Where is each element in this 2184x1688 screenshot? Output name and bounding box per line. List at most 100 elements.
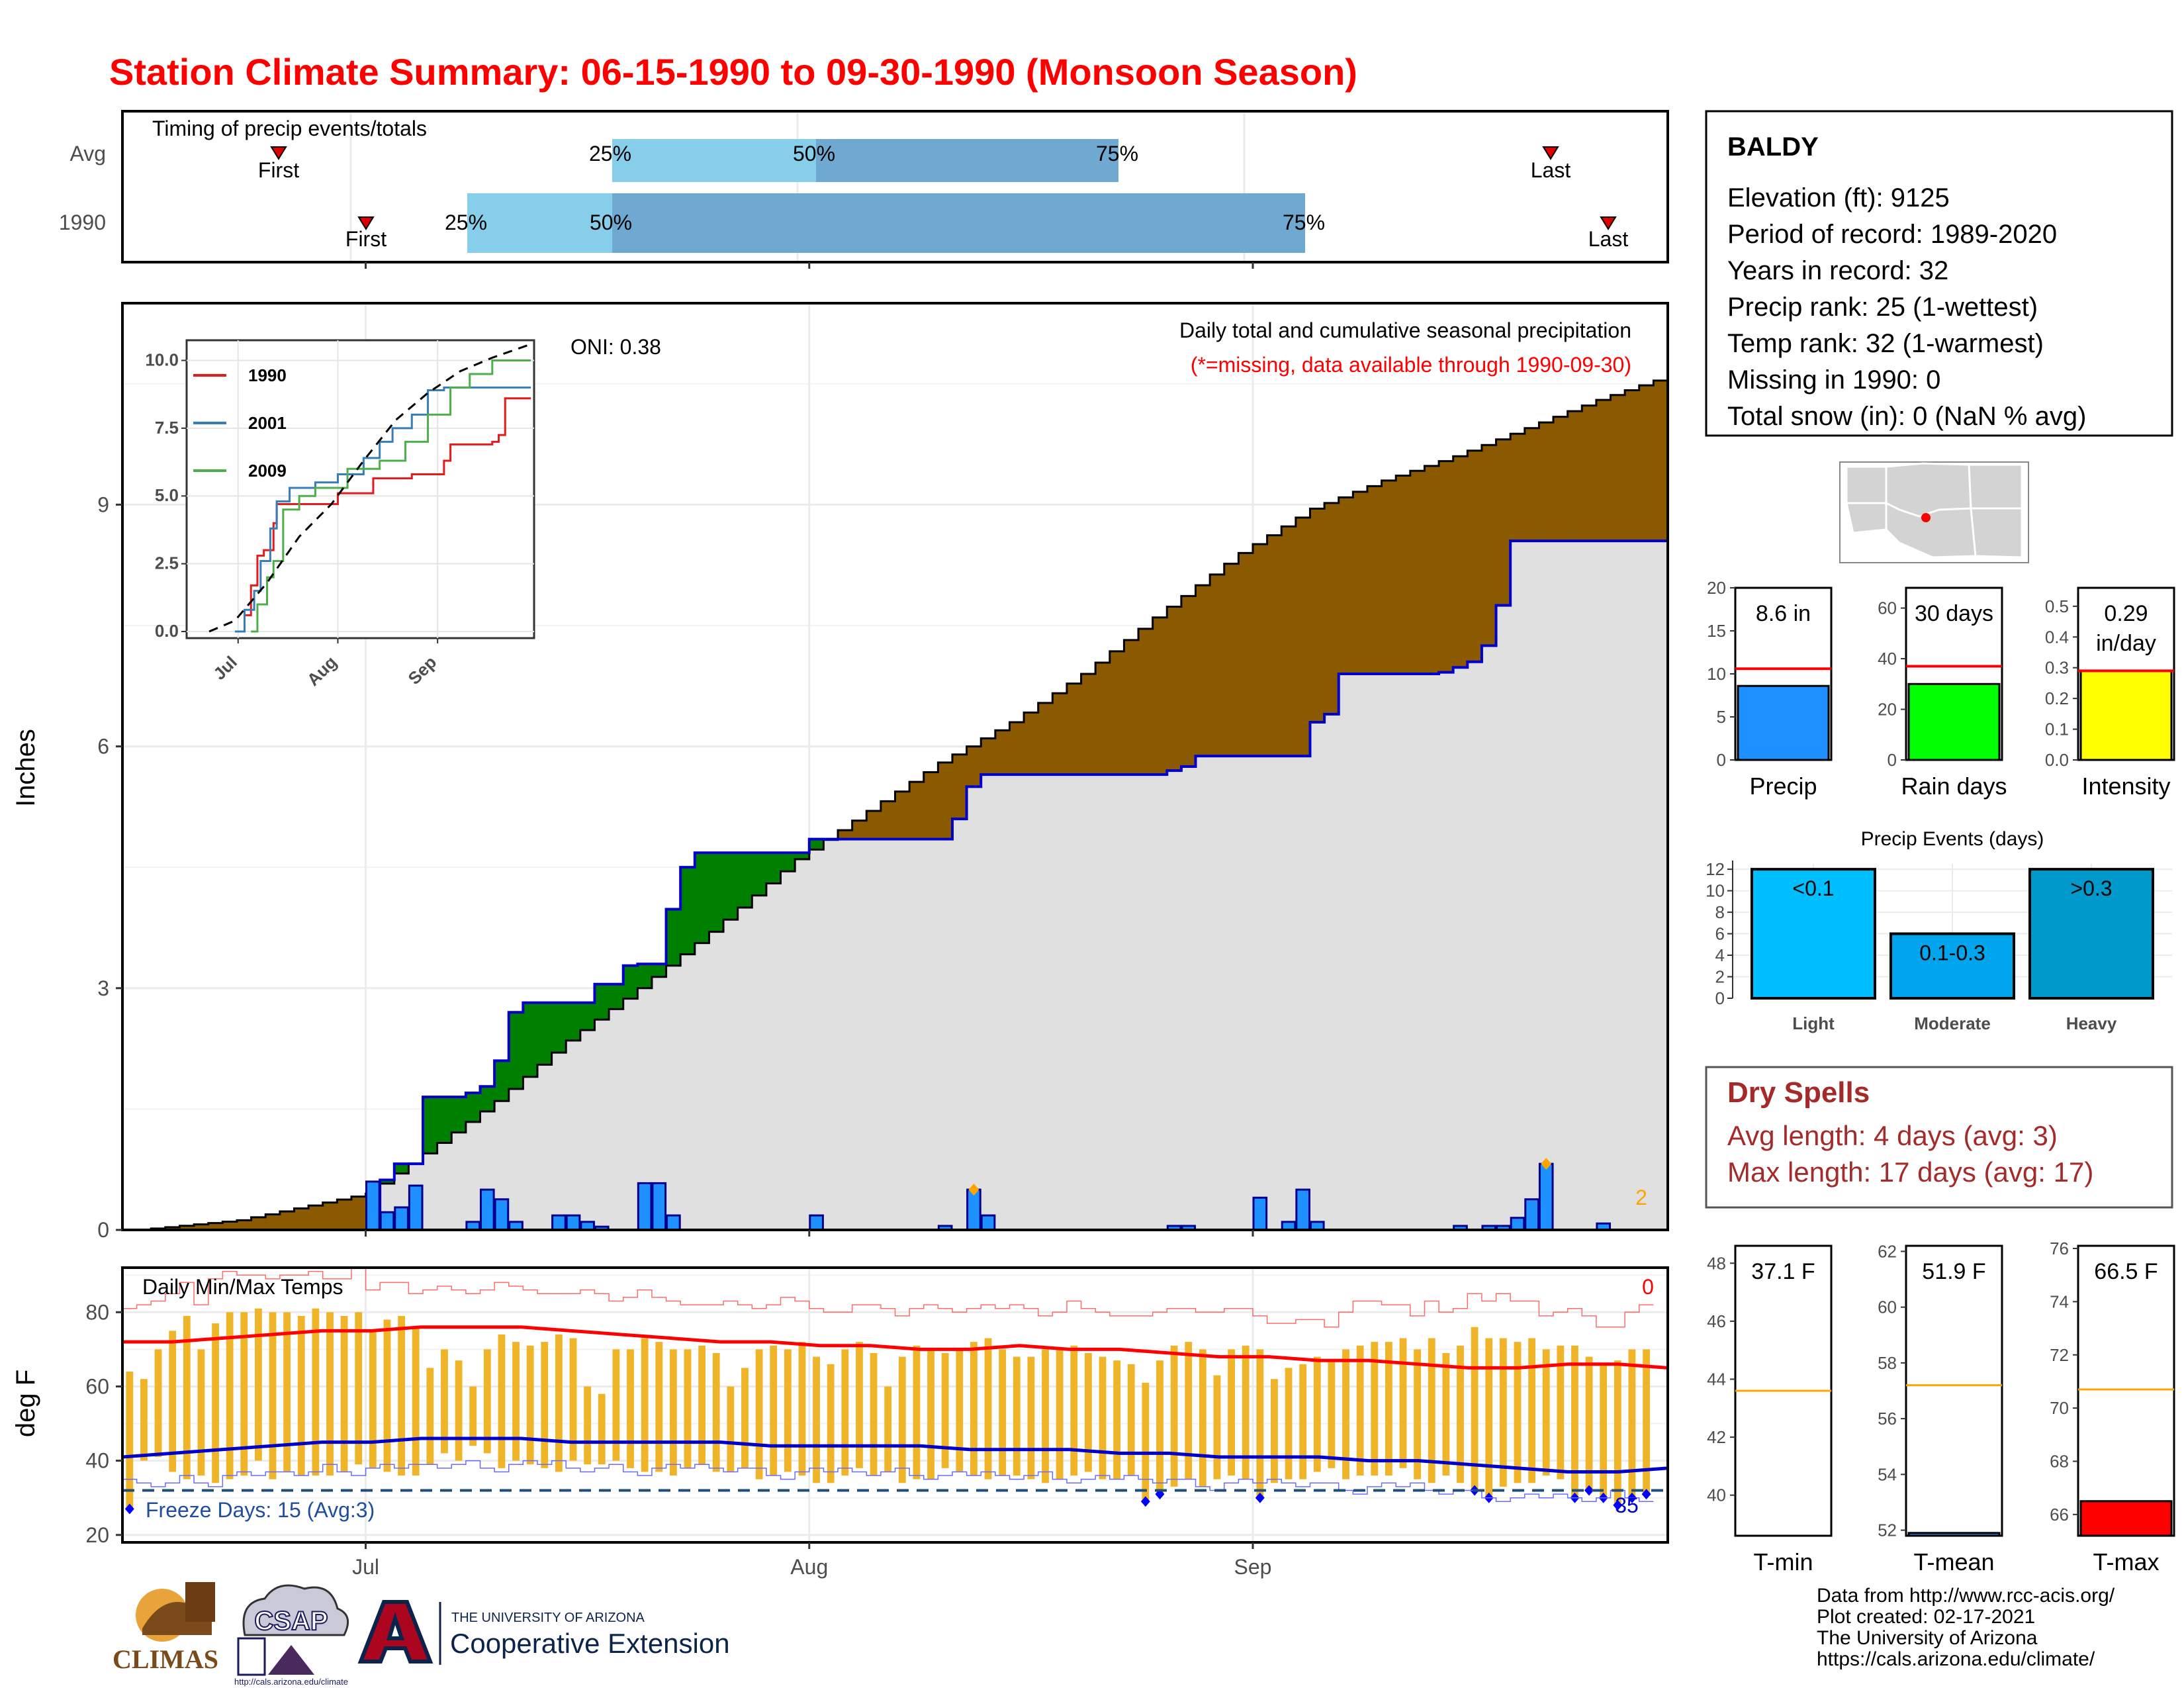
summary-intensity-ytick-label: 0.1	[2045, 720, 2069, 739]
precip-daily-bar	[809, 1214, 824, 1231]
dry-spells-frame	[1705, 1066, 2173, 1209]
temp-daily-bar	[1328, 1360, 1336, 1468]
temp-summary-t-min-ytick-label: 48	[1707, 1253, 1726, 1273]
precip-deficit-area	[866, 810, 882, 839]
precip-deficit-area	[337, 1199, 352, 1230]
temp-panel-frame	[121, 1266, 1669, 1544]
temp-daily-bar	[312, 1308, 320, 1476]
precip-deficit-area	[852, 820, 867, 839]
climas-logo-block	[185, 1582, 215, 1622]
precip-events-category: Heavy	[2066, 1013, 2117, 1033]
temp-daily-bar	[1127, 1364, 1135, 1476]
dry-spells-avg: Avg length: 4 days (avg: 3)	[1727, 1120, 2058, 1151]
credit-line: Data from http://www.rcc-acis.org/	[1817, 1585, 2115, 1607]
precip-deficit-area	[1424, 465, 1439, 674]
precip-deficit-area	[895, 791, 910, 839]
temp-daily-bar	[1285, 1368, 1293, 1479]
temp-daily-bar	[1342, 1349, 1349, 1479]
precip-deficit-area	[1582, 405, 1597, 541]
summary-precip-ytick-label: 10	[1707, 664, 1726, 684]
temp-summary-t-mean-value-label: 51.9 F	[1922, 1259, 1985, 1284]
temp-summary-t-max-value-label: 66.5 F	[2094, 1259, 2158, 1284]
precip-surplus-area	[380, 1180, 395, 1184]
precip-daily-bar	[565, 1214, 581, 1231]
temp-daily-bar	[1371, 1342, 1379, 1476]
precip-avg-line	[122, 379, 1668, 1231]
precip-surplus-area	[494, 1060, 510, 1102]
temp-daily-bar	[340, 1315, 348, 1472]
summary-intensity-value-label: 0.29	[2104, 601, 2148, 626]
temp-summary-t-min-ytick-label: 46	[1707, 1311, 1726, 1331]
inset-ytick-label: 0.0	[155, 621, 179, 641]
precip-deficit-area	[1081, 674, 1096, 775]
temp-summary-t-max-ytick-label: 66	[2050, 1505, 2069, 1524]
temp-summary-bars: 40 42 44 46 48 37.1 F T-min 52 54 56 58 60 62 51.9 F T…	[1707, 1239, 2175, 1575]
temp-daily-bar	[612, 1349, 620, 1461]
temp-y-axis: 20 40 60 80	[85, 1300, 122, 1547]
precip-deficit-area	[838, 830, 853, 839]
temp-summary-t-min-ytick-label: 44	[1707, 1369, 1726, 1389]
precip-surplus-area	[723, 853, 739, 920]
precip-deficit-area	[1324, 502, 1340, 714]
temp-summary-t-max-value-bar	[2079, 1500, 2173, 1537]
precip-deficit-area	[236, 1220, 252, 1230]
precip-surplus-area	[465, 1093, 481, 1122]
events-ytick-label: 8	[1715, 902, 1725, 922]
timing-1990-last-label: Last	[1588, 227, 1629, 251]
temp-daily-bar	[584, 1386, 592, 1465]
temp-daily-bar	[1013, 1356, 1021, 1476]
station-line: Elevation (ft): 9125	[1727, 183, 1950, 212]
temp-daily-bar	[541, 1342, 549, 1468]
temp-ylabel: deg F	[11, 1370, 40, 1437]
temp-summary-t-max-ytick-label: 68	[2050, 1451, 2069, 1471]
timing-1990-q25: 25%	[445, 211, 487, 234]
temp-daily-bars	[124, 1308, 1651, 1515]
temp-daily-bar	[1600, 1364, 1608, 1498]
precip-events-bar	[1751, 868, 1876, 1000]
temp-daily-bar	[1084, 1352, 1092, 1472]
summary-precip-ytick-label: 20	[1707, 578, 1726, 598]
climas-logo: CLIMAS	[113, 1582, 218, 1674]
temp-summary-t-max-ytick-label: 70	[2050, 1398, 2069, 1418]
timing-avg-first-marker	[270, 146, 287, 160]
timing-avg-last-marker	[1542, 146, 1559, 160]
precip-deficit-area	[179, 1225, 195, 1230]
precip-daily-bar	[1252, 1196, 1268, 1231]
summary-intensity-value-label-2: in/day	[2096, 631, 2156, 656]
precip-panel: 0 3 6 9 Inches ONI: 0.38 Daily total and cu…	[11, 262, 1669, 1242]
precip-deficit-area	[1653, 380, 1668, 541]
precip-surplus-area	[609, 984, 624, 1009]
temp-daily-bar	[1514, 1342, 1522, 1483]
temp-daily-bar	[283, 1312, 291, 1472]
season-summary-bars: 0 5 10 15 20 8.6 in Precip 0 20 40 60 30 days Rain d…	[1707, 578, 2175, 800]
temp-daily-bar	[398, 1315, 406, 1476]
summary-rain-days-ytick-label: 20	[1878, 700, 1897, 720]
precip-daily-bar	[637, 1182, 653, 1231]
timing-avg-first-label: First	[258, 158, 299, 182]
temp-daily-bar	[1256, 1349, 1264, 1498]
temp-daily-bar	[512, 1342, 520, 1461]
precip-deficit-area	[208, 1223, 223, 1230]
precip-deficit-area	[1381, 480, 1396, 674]
summary-intensity-value-bar	[2079, 669, 2173, 761]
precip-y-axis: 0 3 6 9	[97, 262, 1254, 1242]
precip-deficit-area	[308, 1205, 324, 1230]
temp-xtick-label: Sep	[1234, 1555, 1272, 1579]
temp-summary-t-max-ytick-label: 76	[2050, 1239, 2069, 1258]
temp-summary-t-mean-frame	[1905, 1244, 2003, 1537]
inset-legend-label: 1990	[248, 365, 287, 385]
summary-rain-days-value-label: 30 days	[1915, 601, 1993, 626]
temp-daily-bar	[240, 1312, 248, 1476]
precip-deficit-area	[1152, 617, 1167, 775]
summary-precip-axis-label: Precip	[1749, 773, 1817, 800]
temp-summary-t-mean-ytick-label: 54	[1878, 1464, 1897, 1484]
temp-daily-bar	[898, 1356, 906, 1483]
precip-surplus-area	[394, 1164, 409, 1174]
inset-series-lines	[208, 343, 531, 633]
ua-logo: THE UNIVERSITY OF ARIZONA Cooperative Ex…	[357, 1600, 730, 1665]
temp-daily-bar	[1485, 1338, 1493, 1498]
temp-summary-t-mean-value-bar	[1907, 1532, 2001, 1537]
timing-panel: Timing of precip events/totals Avg 25% 5…	[59, 110, 1669, 263]
precip-deficit-area	[1253, 544, 1268, 757]
summary-intensity-axis-label: Intensity	[2081, 773, 2170, 800]
